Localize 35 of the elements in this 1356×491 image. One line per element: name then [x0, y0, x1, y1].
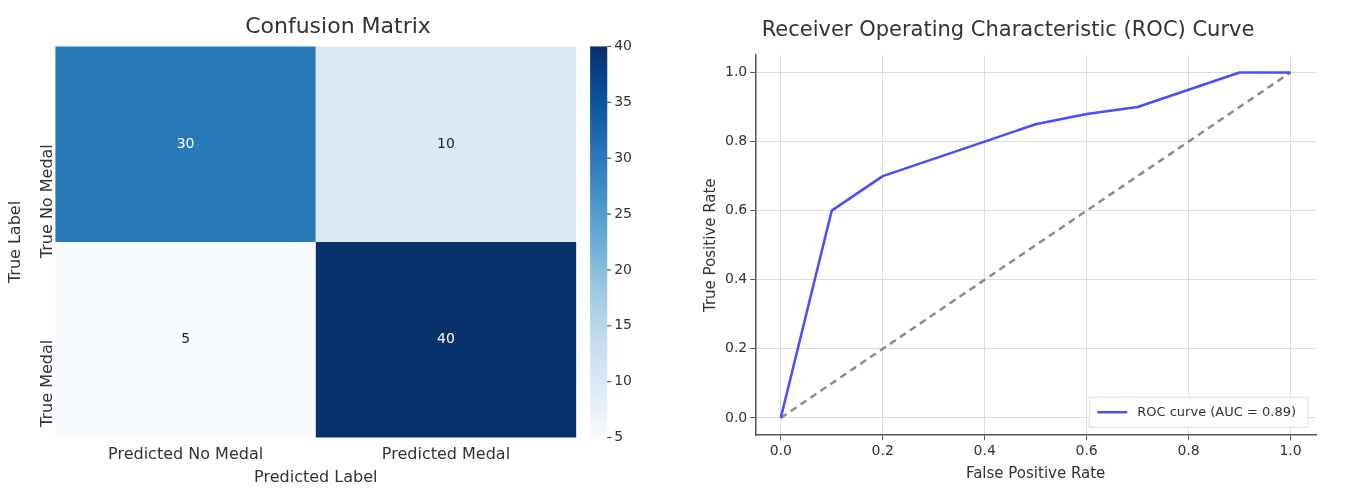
y-tick-label: True No Medal	[36, 144, 56, 260]
color-bar-label: 25	[614, 204, 633, 221]
y-tick-label: 0.0	[725, 408, 748, 425]
color-bar-label: 15	[614, 316, 633, 333]
x-axis-title: False Positive Rate	[965, 463, 1106, 482]
y-axis-title: True Positive Rate	[700, 178, 719, 314]
x-axis-title: Predicted Label	[254, 466, 378, 486]
y-tick-label: 0.8	[725, 132, 748, 149]
data-label: 10	[437, 134, 455, 151]
data-label: 30	[176, 134, 195, 151]
y-tick-label: 1.0	[725, 63, 748, 80]
y-tick-label: True Medal	[36, 339, 56, 428]
y-tick-label: 0.2	[725, 339, 748, 356]
color-bar-label: 20	[614, 260, 633, 277]
color-bar-label: 30	[614, 148, 633, 165]
x-tick-label: Predicted Medal	[381, 444, 511, 464]
y-tick-label: 0.4	[725, 270, 748, 287]
x-tick-label: 0.2	[871, 442, 894, 459]
color-bar-label: 40	[614, 37, 633, 54]
legend-label: ROC curve (AUC = 0.89)	[1137, 403, 1296, 419]
y-tick-label: 0.6	[725, 201, 748, 218]
y-axis-title: True Label	[4, 200, 24, 285]
x-tick-label: Predicted No Medal	[108, 444, 264, 464]
color-bar-label: 10	[614, 372, 633, 389]
chart-title: Confusion Matrix	[245, 12, 431, 38]
data-label: 40	[437, 330, 455, 347]
color-bar-label: 5	[614, 428, 624, 445]
x-tick-label: 0.6	[1075, 442, 1098, 459]
x-tick-label: 1.0	[1279, 442, 1302, 459]
x-tick-label: 0.8	[1177, 442, 1200, 459]
x-tick-label: 0.4	[973, 442, 996, 459]
chart-title: Receiver Operating Characteristic (ROC) Curve	[761, 17, 1255, 42]
data-label: 5	[181, 330, 191, 347]
color-bar-label: 35	[614, 92, 633, 109]
x-tick-label: 0.0	[769, 442, 792, 459]
